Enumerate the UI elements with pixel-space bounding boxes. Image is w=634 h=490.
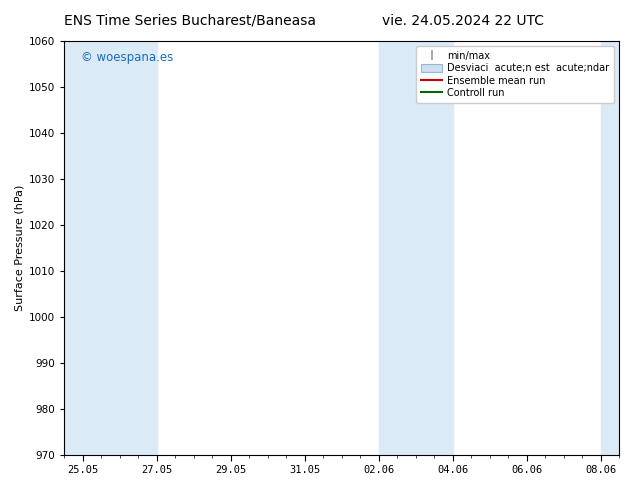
Legend: min/max, Desviaci  acute;n est  acute;ndar, Ensemble mean run, Controll run: min/max, Desviaci acute;n est acute;ndar… — [416, 46, 614, 103]
Text: vie. 24.05.2024 22 UTC: vie. 24.05.2024 22 UTC — [382, 14, 544, 28]
Y-axis label: Surface Pressure (hPa): Surface Pressure (hPa) — [15, 185, 25, 311]
Bar — [378, 41, 453, 455]
Bar — [600, 41, 619, 455]
Text: © woespana.es: © woespana.es — [81, 51, 173, 64]
Text: ENS Time Series Bucharest/Baneasa: ENS Time Series Bucharest/Baneasa — [64, 14, 316, 28]
Bar — [65, 41, 157, 455]
